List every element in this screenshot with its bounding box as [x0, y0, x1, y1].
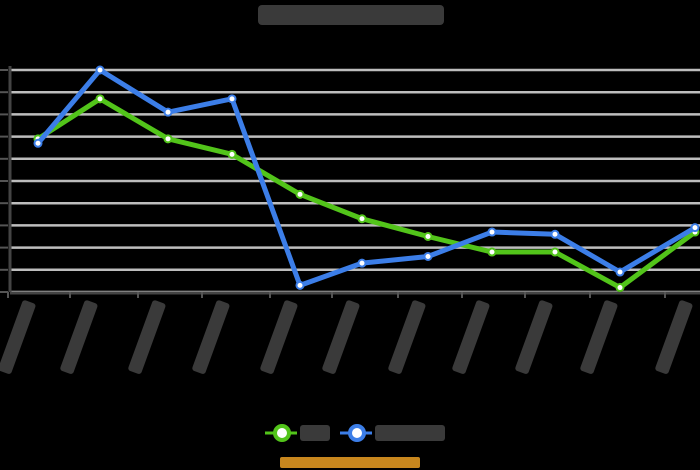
x-tick-label: [128, 300, 166, 374]
x-tick-label: [60, 300, 98, 374]
data-point: [615, 267, 625, 277]
data-point: [227, 149, 237, 159]
data-point: [615, 283, 625, 293]
data-point: [357, 214, 367, 224]
data-point: [295, 280, 305, 290]
data-point: [550, 229, 560, 239]
legend-marker: [348, 424, 366, 442]
x-tick-label: [655, 300, 693, 374]
data-point: [423, 232, 433, 241]
data-point: [690, 223, 700, 233]
x-tick-label: [580, 300, 618, 374]
x-tick-label: [515, 300, 553, 374]
footer-source: [280, 457, 420, 468]
x-tick-label: [388, 300, 426, 374]
data-point: [295, 189, 305, 199]
x-tick-label: [452, 300, 490, 374]
data-point: [227, 94, 237, 104]
data-point: [163, 134, 173, 144]
x-tick-label: [322, 300, 360, 374]
x-tick-label: [192, 300, 230, 374]
legend-marker: [273, 424, 291, 442]
chart-title: [258, 5, 444, 25]
data-point: [423, 251, 433, 261]
x-tick-label: [0, 300, 36, 374]
data-point: [95, 94, 105, 104]
data-point: [487, 227, 497, 237]
legend-label: [375, 425, 445, 441]
data-point: [550, 247, 560, 257]
series-line: [36, 67, 697, 288]
x-tick-label: [260, 300, 298, 374]
data-point: [33, 138, 43, 148]
data-point: [357, 258, 367, 268]
data-point: [163, 107, 173, 117]
data-point: [487, 247, 497, 257]
legend-label: [300, 425, 330, 441]
data-point: [95, 65, 105, 75]
